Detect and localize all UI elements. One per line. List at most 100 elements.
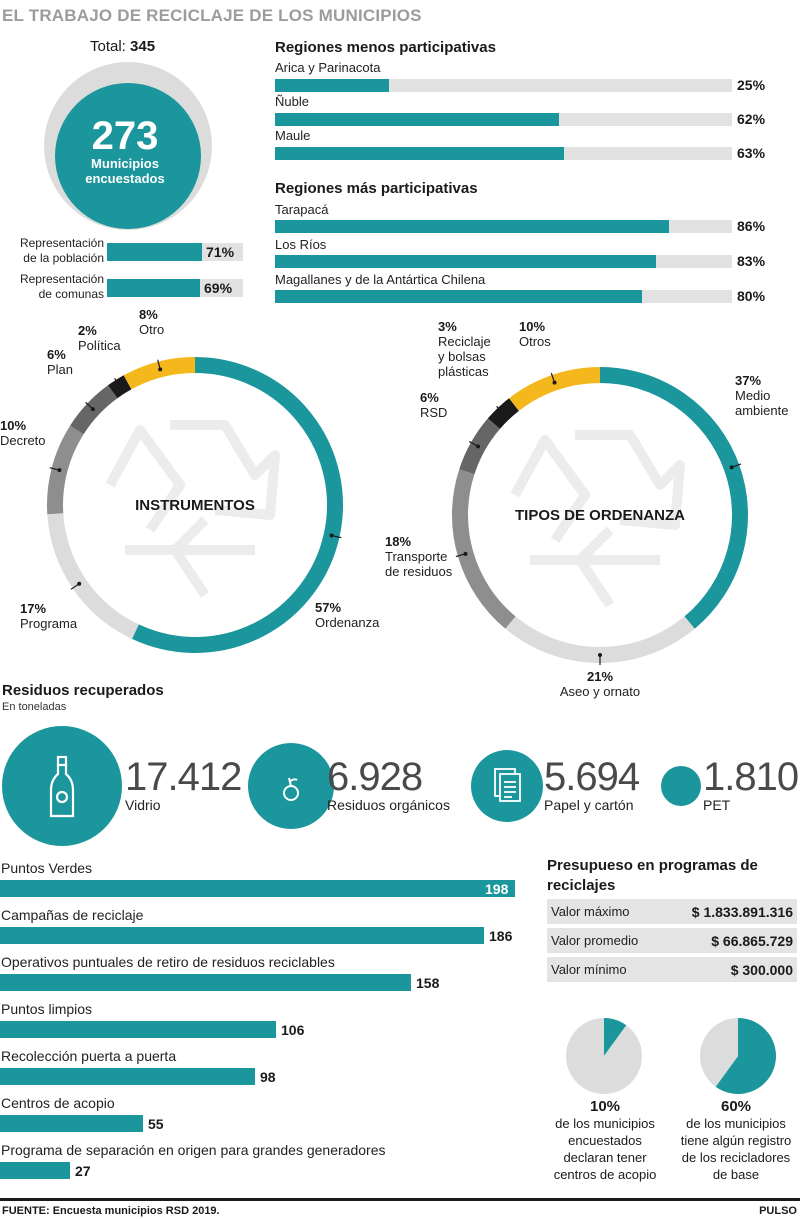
donut-value-label: 8% bbox=[139, 307, 158, 322]
stat-pct: 60% bbox=[720, 1098, 752, 1115]
program-bar-label: Recolección puerta a puerta bbox=[1, 1048, 177, 1064]
region-value: 63% bbox=[737, 145, 766, 161]
residue-label: Papel y cartón bbox=[544, 797, 634, 813]
donut-category-label: Otro bbox=[139, 322, 164, 337]
donut-category-label: Decreto bbox=[0, 433, 46, 448]
program-bar-value: 106 bbox=[281, 1022, 305, 1038]
donut-label: 10%Otros bbox=[519, 319, 557, 385]
regions-more-heading: Regiones más participativas bbox=[275, 180, 478, 197]
program-bar-label: Programa de separación en origen para gr… bbox=[1, 1142, 386, 1158]
program-bar-value: 55 bbox=[148, 1116, 164, 1132]
page-title: EL TRABAJO DE RECICLAJE DE LOS MUNICIPIO… bbox=[2, 6, 422, 25]
donut-title: INSTRUMENTOS bbox=[135, 497, 255, 514]
donut-category-label: Reciclaje bbox=[438, 334, 491, 349]
budget-heading: Presupueso en programas de reciclajes bbox=[547, 857, 758, 894]
donut-label: 2%Política bbox=[78, 323, 122, 389]
donut-leader-dot bbox=[90, 407, 95, 412]
donut-value-label: 18% bbox=[385, 534, 411, 549]
donut-category-label: Medio bbox=[735, 388, 770, 403]
region-row: Tarapacá 86% bbox=[275, 202, 775, 237]
region-bar bbox=[275, 147, 564, 160]
region-bar bbox=[275, 220, 669, 233]
region-name: Maule bbox=[275, 128, 311, 143]
donut-value-label: 6% bbox=[47, 347, 66, 362]
stat-block: 60% de los municipios tiene algún regist… bbox=[672, 1098, 800, 1183]
residue-label: Vidrio bbox=[125, 797, 161, 813]
region-row: Arica y Parinacota 25% bbox=[275, 60, 775, 94]
program-bar-label: Campañas de reciclaje bbox=[1, 907, 144, 923]
representation-label: Representación de la población bbox=[19, 236, 104, 265]
donut-category-label: y bolsas bbox=[438, 349, 486, 364]
donut-value-label: 2% bbox=[78, 323, 97, 338]
region-value: 62% bbox=[737, 111, 766, 127]
budget-row: Valor máximo $ 1.833.891.316 bbox=[547, 899, 797, 924]
donut-value-label: 6% bbox=[420, 390, 439, 405]
donut-label: 57%Ordenanza bbox=[315, 533, 380, 630]
donut-leader-dot bbox=[158, 367, 163, 372]
paper-icon bbox=[494, 768, 521, 802]
residues-heading: Residuos recuperados bbox=[2, 682, 164, 699]
residue-value: 1.810 bbox=[703, 755, 799, 799]
stat-pct: 10% bbox=[589, 1098, 621, 1115]
representation-bar bbox=[107, 279, 200, 297]
pie-slice bbox=[700, 1018, 738, 1087]
region-track bbox=[275, 79, 732, 92]
donut-slice bbox=[70, 385, 118, 435]
donut-category-label: plásticas bbox=[438, 364, 489, 379]
representation-value: 69% bbox=[204, 280, 233, 296]
donut-value-label: 10% bbox=[0, 418, 26, 433]
region-name: Arica y Parinacota bbox=[275, 60, 381, 75]
program-bar-row: Recolección puerta a puerta 98 bbox=[0, 1046, 530, 1093]
donut-slice bbox=[123, 357, 196, 390]
budget-label: Valor máximo bbox=[551, 904, 630, 919]
surveyed-text-1: Municipios bbox=[91, 156, 159, 171]
program-bar-chart: Puntos Verdes 198 Campañas de reciclaje 186… bbox=[0, 858, 530, 1188]
donut-label: 21%Aseo y ornato bbox=[560, 653, 640, 699]
program-bar-value: 98 bbox=[260, 1069, 276, 1085]
representation-row-1: Representación de la población 71% bbox=[0, 236, 250, 270]
program-bar bbox=[0, 1115, 143, 1132]
donut-label: 8%Otro bbox=[139, 307, 164, 372]
budget-value: $ 300.000 bbox=[730, 962, 793, 978]
donut-label: 6%Plan bbox=[47, 347, 95, 412]
region-bar bbox=[275, 79, 389, 92]
donut-slice bbox=[505, 616, 695, 663]
region-row: Magallanes y de la Antártica Chilena 80% bbox=[275, 272, 775, 307]
footer-rule bbox=[0, 1198, 800, 1201]
total-label: Total: 345 bbox=[90, 38, 156, 55]
residues-circles bbox=[2, 726, 701, 846]
donut-slice bbox=[459, 418, 501, 475]
donut-category-label: Otros bbox=[519, 334, 551, 349]
region-value: 83% bbox=[737, 253, 766, 269]
program-bar bbox=[0, 927, 484, 944]
donut-category-label: Transporte bbox=[385, 549, 447, 564]
regions-less-heading: Regiones menos participativas bbox=[275, 39, 496, 56]
donut-label: 6%RSD bbox=[420, 390, 480, 449]
representation-bar bbox=[107, 243, 202, 261]
pie-slice bbox=[715, 1018, 776, 1094]
residues-subheading: En toneladas bbox=[2, 701, 67, 713]
residue-item: 5.694 Papel y cartón bbox=[544, 757, 640, 813]
region-name: Magallanes y de la Antártica Chilena bbox=[275, 272, 486, 287]
program-bar bbox=[0, 880, 515, 897]
region-bar bbox=[275, 290, 642, 303]
program-bar bbox=[0, 974, 411, 991]
program-bar-value: 158 bbox=[416, 975, 440, 991]
residue-label: PET bbox=[703, 797, 731, 813]
stat-pie bbox=[566, 1018, 642, 1094]
donut-slice bbox=[599, 367, 748, 629]
region-name: Los Ríos bbox=[275, 237, 327, 252]
budget-value: $ 1.833.891.316 bbox=[691, 904, 793, 920]
program-bar bbox=[0, 1068, 255, 1085]
program-bar-label: Puntos limpios bbox=[1, 1001, 93, 1017]
residue-item: 6.928 Residuos orgánicos bbox=[327, 757, 450, 813]
donut-title: TIPOS DE ORDENANZA bbox=[515, 507, 685, 524]
residue-label: Residuos orgánicos bbox=[327, 797, 450, 813]
survey-circle bbox=[44, 62, 212, 230]
donut-category-label: Plan bbox=[47, 362, 73, 377]
donut-leader-dot bbox=[329, 533, 334, 538]
donut-category-label: Aseo y ornato bbox=[560, 684, 640, 699]
surveyed-value: 273 bbox=[91, 114, 159, 158]
region-row: Los Ríos 83% bbox=[275, 237, 775, 272]
residue-item: 17.412 Vidrio bbox=[125, 757, 242, 813]
